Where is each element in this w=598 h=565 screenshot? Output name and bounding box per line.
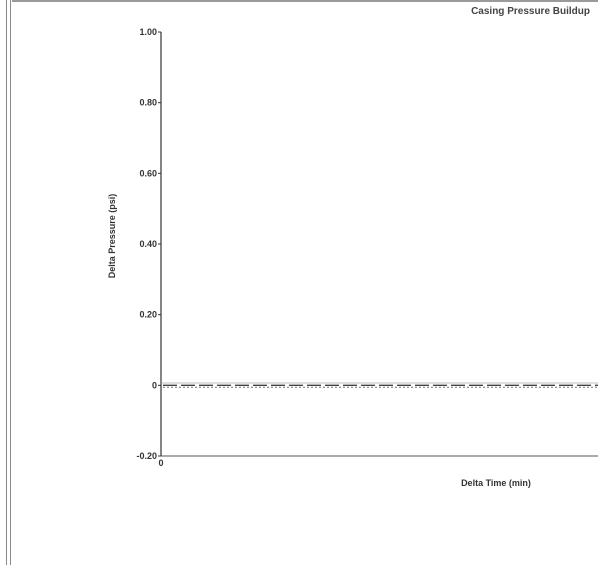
x-axis-title: Delta Time (min) [461, 478, 531, 488]
y-tick-label: 0.40 [139, 239, 157, 249]
y-axis-title: Delta Pressure (psi) [107, 194, 117, 279]
left-frame-border-inner [10, 0, 11, 565]
y-tick-label: 0.80 [139, 98, 157, 108]
y-tick-label: 0.20 [139, 310, 157, 320]
left-frame-border-outer [6, 0, 7, 565]
y-tick-label: 0.60 [139, 168, 157, 178]
top-frame-border [12, 0, 598, 2]
y-tick-label: 1.00 [139, 27, 157, 37]
y-tick-label: 0 [152, 380, 157, 390]
chart-title: Casing Pressure Buildup [471, 6, 590, 17]
series-group [163, 384, 598, 388]
y-tick-label: -0.20 [136, 451, 157, 461]
x-tick-group: 0 [158, 458, 163, 468]
y-tick-group: 1.00 0.80 0.60 0.40 0.20 0 -0.20 [136, 27, 161, 461]
x-tick-label: 0 [158, 458, 163, 468]
